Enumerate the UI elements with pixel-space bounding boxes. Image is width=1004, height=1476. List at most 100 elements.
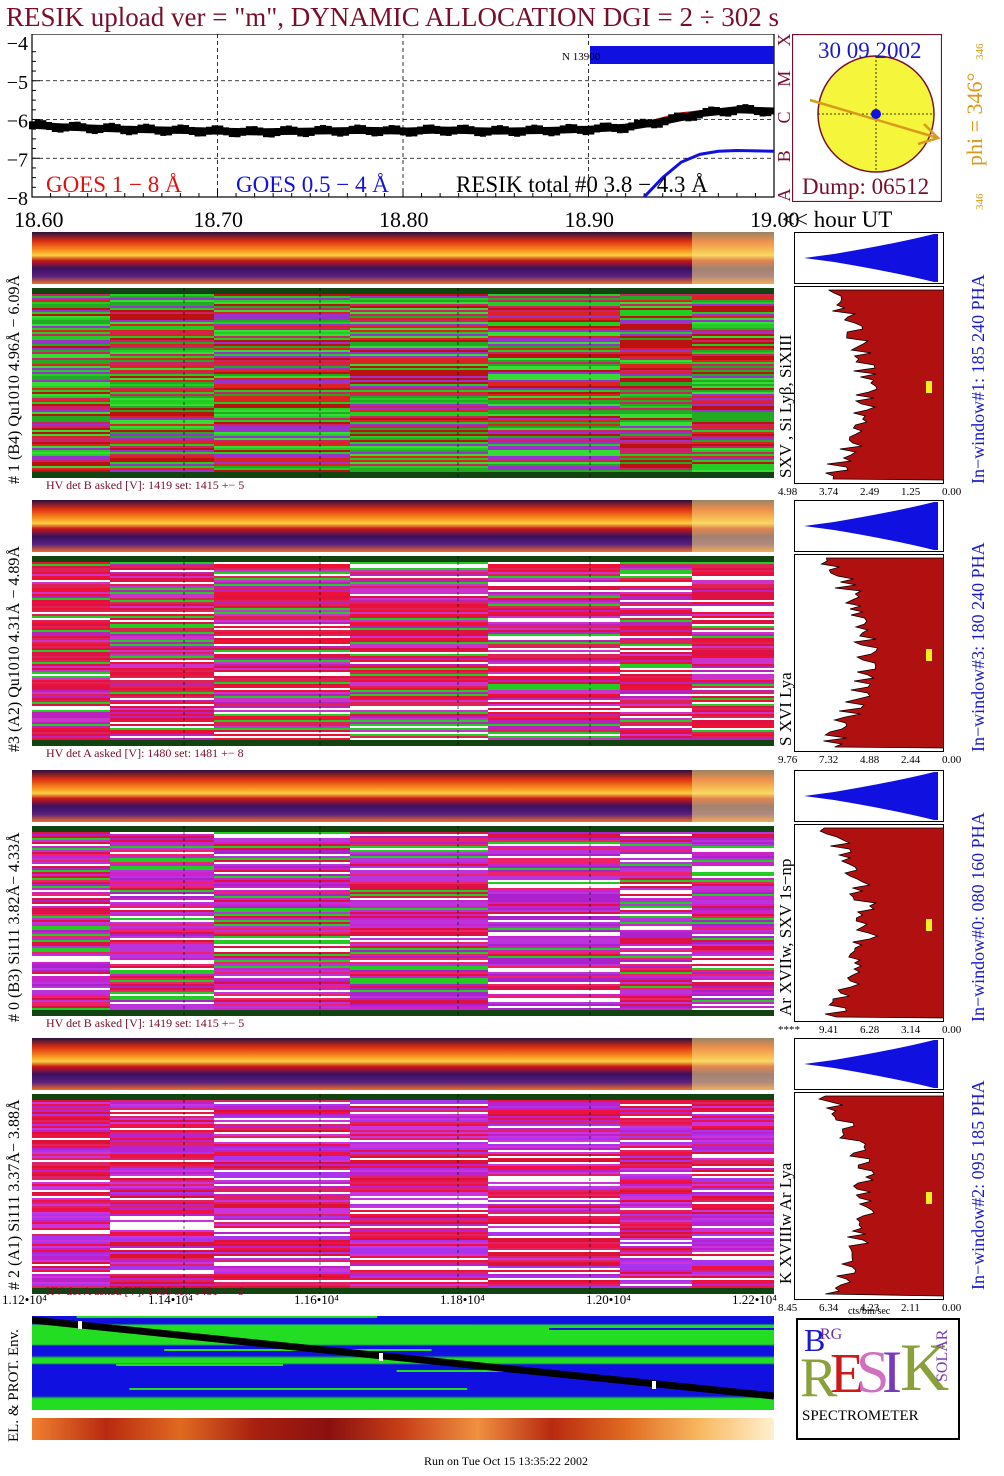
sun-date: 30 09 2002 <box>818 38 922 63</box>
resik-data-point <box>696 110 703 119</box>
profile-tick-label: 0.00 <box>942 1024 962 1036</box>
profile-tick-label: 0.00 <box>942 1302 962 1314</box>
orbit-mark-3 <box>652 1381 656 1389</box>
resik-data-point <box>143 123 150 132</box>
panel-left-label: #3 (A2) Qu1010 4.31Å − 4.89Å <box>6 546 23 752</box>
spectrum-dark-band <box>32 288 774 294</box>
resik-data-point <box>257 127 264 136</box>
hour-ut-label: << hour UT <box>782 207 893 232</box>
goes-class-letters: X M C B A <box>774 34 794 202</box>
environment-label: EL. & PROT. Env. <box>6 1329 22 1442</box>
logo-letter-i: I <box>882 1339 902 1405</box>
resik-data-point <box>314 125 321 134</box>
profile-tick-label: 9.41 <box>819 1024 839 1036</box>
resik-data-point <box>274 128 281 137</box>
resik-data-point <box>719 108 726 117</box>
dynamic-spectrum <box>32 826 774 1016</box>
bin-axis-tick-label: 1.14•10⁴ <box>148 1292 193 1307</box>
resik-data-point <box>713 106 720 115</box>
resik-data-point <box>525 125 532 134</box>
resik-data-point <box>656 119 663 128</box>
goes-class-c: C <box>774 111 794 123</box>
hv-label: HV det A asked [V]: 1480 set: 1481 +− 8 <box>46 746 244 760</box>
resik-data-point <box>302 129 309 138</box>
resik-data-point <box>268 129 275 138</box>
resik-data-point <box>554 127 561 136</box>
phi-arrowhead <box>917 123 941 146</box>
legend-resik-total: RESIK total #0 3.8 − 4.3 Å <box>456 172 708 197</box>
resik-data-point <box>34 119 41 128</box>
x-tick-label: 18.70 <box>193 207 244 232</box>
resik-data-point <box>371 128 378 137</box>
resik-data-point <box>325 125 332 134</box>
x-tick-label: 18.90 <box>564 207 615 232</box>
resik-data-point <box>753 107 760 116</box>
spectrum-dark-band <box>32 1010 774 1016</box>
resik-data-point <box>360 125 367 134</box>
resik-data-point <box>576 125 583 134</box>
resik-data-point <box>342 127 349 136</box>
bin-axis-tick-label: 1.20•10⁴ <box>586 1292 631 1307</box>
integrated-spectrum-fill <box>819 827 944 1019</box>
logo-letter-e: E <box>830 1343 865 1405</box>
light-curve-series <box>29 104 775 199</box>
pha-histogram-fill <box>804 234 938 282</box>
resik-data-point <box>103 123 110 132</box>
environment-stripe <box>300 1352 624 1354</box>
panel-left-label: # 0 (B3) Si111 3.82Å− 4.33Å <box>6 832 23 1022</box>
resik-data-point <box>645 119 652 128</box>
series-line-1 <box>643 148 775 199</box>
profile-tick-label: 0.00 <box>942 486 962 498</box>
environment-stripe <box>481 1340 658 1342</box>
resik-data-point <box>40 120 47 129</box>
panel-light-strip <box>32 1038 774 1090</box>
x-tick-label: 19.00 <box>750 207 800 232</box>
resik-data-point <box>46 122 53 131</box>
dynamic-spectrum <box>32 556 774 746</box>
flare-brightening <box>692 232 774 284</box>
resik-data-point <box>51 124 58 133</box>
logo-letter-r: R <box>800 1347 838 1409</box>
phi-arrow <box>809 98 939 140</box>
resik-data-point <box>662 117 669 126</box>
integrated-spectrum <box>794 554 944 752</box>
resik-data-point <box>731 107 738 116</box>
resik-logo: B RG R E S I K SOLAR SPECTROMETER <box>796 1318 960 1440</box>
panel-line-label: Ar XVIIw, SXV 1s−np <box>776 858 795 1016</box>
resik-data-point <box>451 126 458 135</box>
cts-bin-sec-label: cts/bin/sec <box>848 1306 891 1317</box>
light-curve-y-ticks: −4 −5 −6 −7 −8 <box>7 34 28 210</box>
legend-goes-05-4: GOES 0.5 − 4 Å <box>236 172 389 197</box>
n-flag-box <box>560 46 590 64</box>
resik-data-point <box>177 124 184 133</box>
resik-data-point <box>365 126 372 135</box>
y-tick-label: −7 <box>7 149 28 171</box>
resik-data-point <box>536 125 543 134</box>
orbit-mark-2 <box>379 1353 383 1361</box>
environment-chart <box>32 1316 774 1410</box>
profile-tick-label: 4.88 <box>860 754 880 766</box>
resik-data-point <box>200 128 207 137</box>
x-tick-label: 18.80 <box>379 207 429 232</box>
dynamic-spectrum <box>32 1094 774 1294</box>
resik-data-point <box>462 124 469 133</box>
logo-solar: SOLAR <box>934 1329 951 1382</box>
resik-data-point <box>428 124 435 133</box>
resik-data-point <box>605 122 612 131</box>
pha-histogram-fill <box>804 502 938 550</box>
logo-letter-k: K <box>900 1329 950 1405</box>
resik-data-point <box>80 123 87 132</box>
resik-data-point <box>736 105 743 114</box>
n-flag-bar <box>590 46 774 64</box>
integrated-spectrum <box>794 1092 944 1300</box>
panel-light-strip <box>32 770 774 822</box>
resik-data-point <box>400 127 406 136</box>
resik-data-point <box>205 126 212 135</box>
spectrum-dark-band <box>32 556 774 562</box>
dynamic-spectrum <box>32 288 774 478</box>
resik-data-point <box>74 121 81 130</box>
resik-data-point <box>634 119 641 128</box>
resik-data-point <box>148 124 155 133</box>
phi-small-bottom: 346 <box>974 193 986 211</box>
pha-histogram-fill <box>804 772 938 820</box>
